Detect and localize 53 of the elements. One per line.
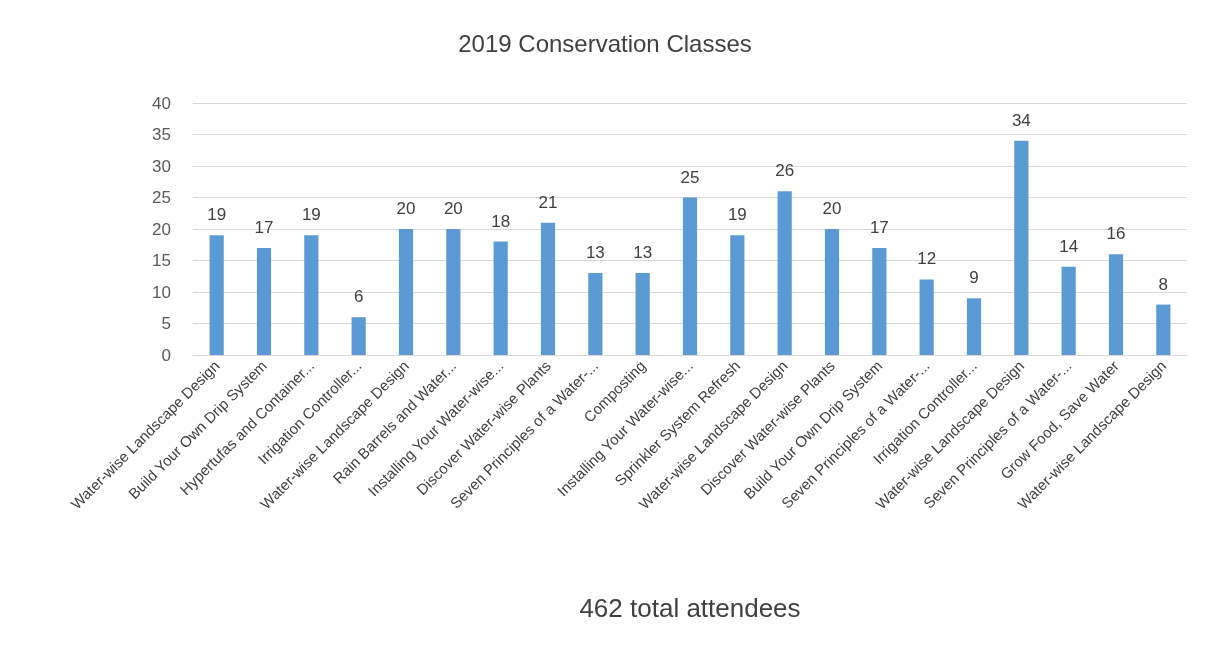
bar [209,235,224,355]
y-tick-label: 5 [161,314,171,333]
y-tick-label: 30 [152,156,171,176]
y-tick-label: 40 [152,93,171,113]
data-label: 13 [633,243,653,263]
bar [256,247,272,355]
bar [777,191,792,355]
bar [682,197,698,355]
data-label: 18 [491,211,511,231]
bar [824,229,840,355]
bar [493,241,508,355]
data-label: 21 [538,192,558,212]
bar [588,273,603,355]
bar [1156,304,1171,355]
data-label: 19 [301,205,321,225]
data-label: 17 [869,217,889,237]
data-label: 9 [969,268,979,288]
data-label: 19 [207,205,227,225]
y-tick-label: 20 [152,219,171,239]
bar [872,247,887,355]
y-tick-label: 10 [152,282,171,302]
data-label: 19 [727,205,747,225]
data-label: 6 [353,287,364,307]
y-tick-label: 0 [161,345,171,365]
bar [635,273,650,355]
chart-title: 2019 Conservation Classes [458,29,752,57]
bar [304,235,319,355]
bar [1014,140,1029,355]
data-label: 34 [1011,110,1031,130]
bar [1108,254,1124,355]
y-tick-label: 25 [152,188,171,207]
data-label: 17 [254,217,274,237]
data-label: 20 [443,199,463,218]
data-label: 25 [680,167,700,187]
data-label: 20 [822,199,842,218]
x-axis-title: 462 total attendees [579,593,801,623]
data-label: 20 [396,199,416,218]
bar [540,222,556,355]
y-tick-label: 35 [152,125,171,144]
bar [398,229,414,355]
bar [351,317,366,355]
bar [1061,266,1076,355]
data-label: 12 [917,249,937,269]
data-label: 14 [1059,236,1079,256]
bar [446,229,461,355]
bar [966,298,982,355]
bar [730,235,745,355]
data-label: 13 [585,243,605,263]
y-tick-label: 15 [152,251,171,270]
data-label: 26 [775,161,795,181]
data-label: 16 [1106,224,1126,244]
bar [919,279,934,355]
data-label: 8 [1158,274,1169,294]
